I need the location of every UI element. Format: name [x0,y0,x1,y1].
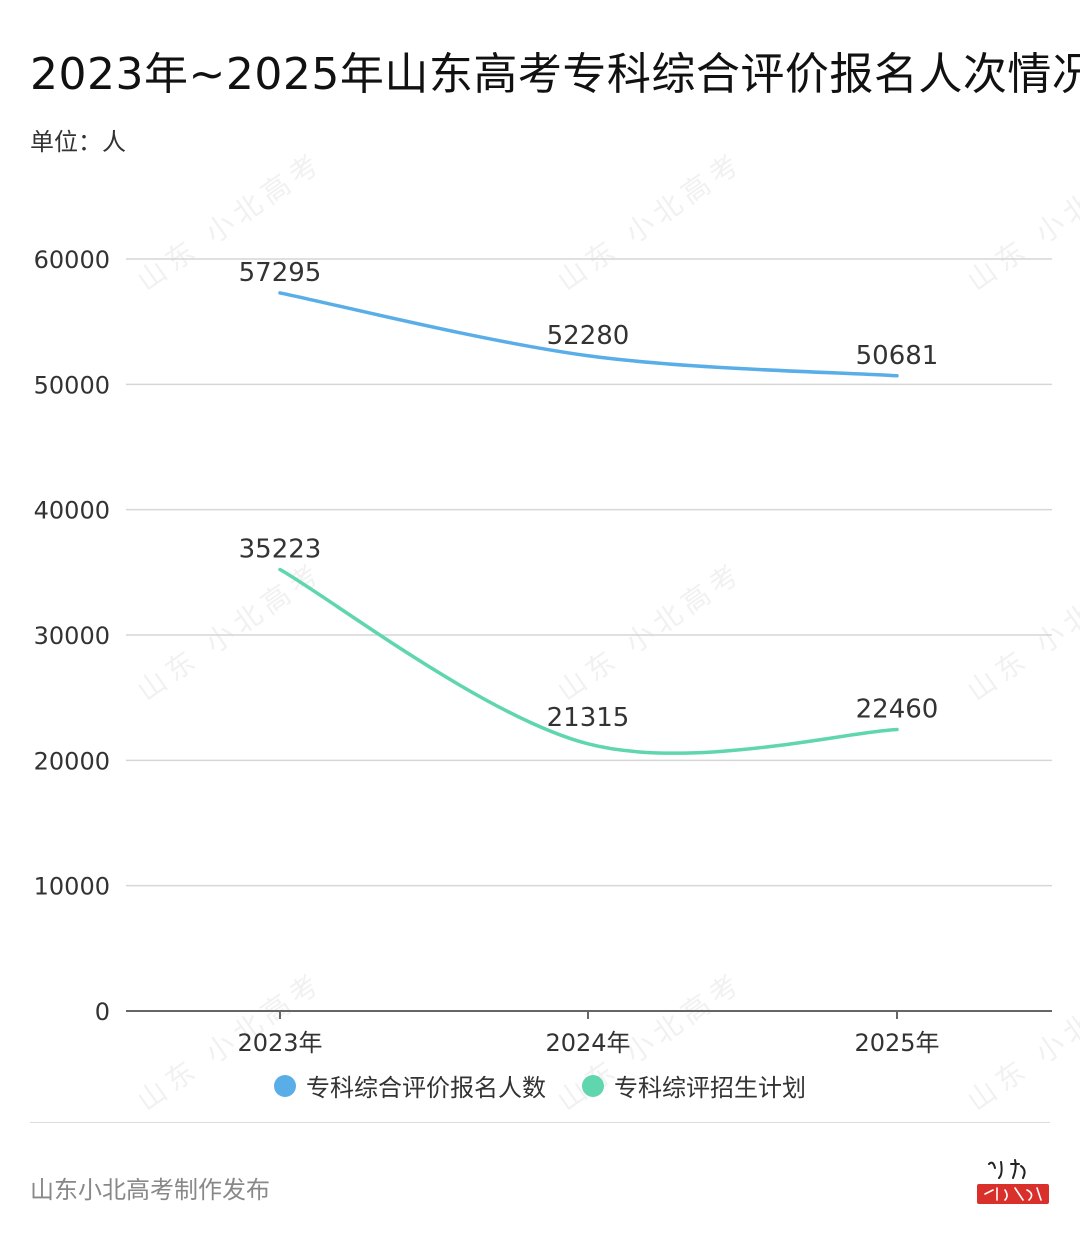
data-label: 21315 [547,703,630,733]
y-tick-label: 10000 [34,873,110,901]
grid-lines [126,258,1052,887]
legend-item-series2[interactable]: 专科综评招生计划 [582,1068,806,1103]
x-tick-label: 2024年 [545,1029,630,1057]
legend-dot-series1 [274,1074,296,1097]
y-tick-label: 50000 [34,371,110,399]
x-axis: 2023年 2024年 2025年 [126,1010,1052,1057]
legend: 专科综合评价报名人数 专科综评招生计划 [0,1068,1080,1103]
y-tick-label: 60000 [34,246,110,274]
legend-label-series2: 专科综评招生计划 [614,1074,806,1102]
data-label: 57295 [239,258,322,288]
y-tick-label: 30000 [34,622,110,650]
brand-logo-icon [977,1159,1049,1204]
series-line-2 [278,567,899,755]
y-tick-label: 0 [95,998,110,1026]
data-label: 52280 [547,321,630,351]
data-label: 22460 [856,695,939,725]
y-tick-label: 20000 [34,747,110,775]
x-tick-label: 2025年 [854,1029,939,1057]
data-labels: 57295 52280 50681 35223 21315 22460 [239,258,939,733]
y-tick-label: 40000 [34,497,110,525]
y-axis-ticks: 0 10000 20000 30000 40000 50000 60000 [34,246,110,1026]
chart-title: 2023年~2025年山东高考专科综合评价报名人次情况 [30,49,1080,100]
data-label: 35223 [239,535,322,565]
data-label: 50681 [856,341,939,371]
footer-credit: 山东小北高考制作发布 [30,1176,270,1204]
series-lines [278,291,899,755]
legend-label-series1: 专科综合评价报名人数 [306,1074,546,1102]
unit-label: 单位：人 [30,128,126,156]
legend-item-series1[interactable]: 专科综合评价报名人数 [274,1068,546,1103]
legend-dot-series2 [582,1074,604,1097]
footer-divider [30,1122,1050,1123]
x-tick-label: 2023年 [237,1029,322,1057]
series-line-1 [278,291,899,378]
